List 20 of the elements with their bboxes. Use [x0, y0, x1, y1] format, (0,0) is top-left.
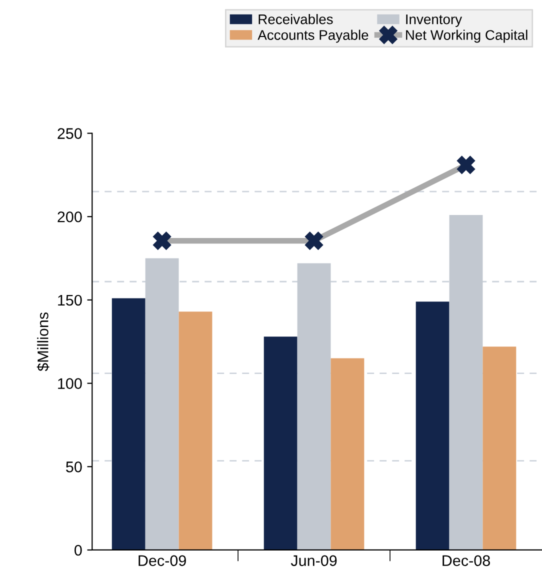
y-tick-label: 100	[58, 378, 82, 389]
bar	[330, 358, 364, 550]
bar	[178, 312, 212, 550]
bar	[264, 336, 298, 550]
legend-label: Net Working Capital	[406, 30, 528, 43]
y-tick-label: 0	[74, 544, 82, 556]
bar	[482, 346, 516, 550]
x-tick-label: Dec-09	[138, 555, 186, 566]
y-axis-title: $Millions	[36, 312, 50, 372]
legend-label: Accounts Payable	[258, 30, 368, 43]
legend-label: Receivables	[258, 14, 333, 24]
y-tick-label: 200	[58, 211, 82, 222]
bar	[112, 298, 146, 550]
x-tick-label: Dec-08	[442, 555, 490, 566]
bar	[416, 302, 450, 550]
y-tick-label: 250	[58, 128, 82, 139]
y-tick-label: 50	[66, 462, 82, 472]
y-tick-label: 150	[58, 294, 82, 306]
legend-label: Inventory	[406, 14, 462, 27]
x-tick-label: Jun-09	[290, 555, 337, 566]
